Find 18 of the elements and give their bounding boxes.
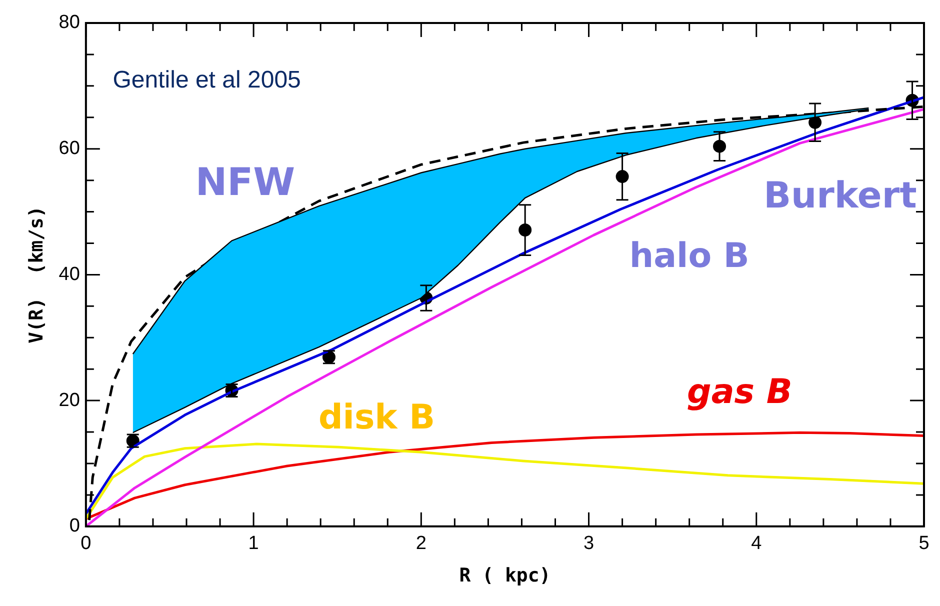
x-axis-title: R ( kpc) [459, 564, 551, 587]
annotation: disk B [318, 398, 436, 438]
y-tick-label: 40 [58, 264, 80, 285]
y-tick-label: 60 [58, 138, 80, 160]
y-tick-label: 0 [69, 516, 80, 537]
y-tick-label: 20 [58, 390, 80, 411]
annotation: NFW [195, 160, 296, 204]
x-tick-label: 2 [416, 533, 426, 554]
x-tick-label: 5 [918, 533, 930, 554]
annotation: halo B [629, 236, 750, 276]
annotation: Burkert [764, 176, 917, 217]
x-tick-label: 4 [751, 533, 762, 554]
annotation: Gentile et al 2005 [112, 66, 301, 94]
x-tick-label: 1 [248, 533, 259, 554]
x-tick-label: 3 [583, 533, 594, 554]
y-axis-title: V(R) (km/s) [25, 206, 48, 344]
y-tick-label: 80 [58, 12, 80, 34]
annotation: gas B [686, 372, 792, 412]
